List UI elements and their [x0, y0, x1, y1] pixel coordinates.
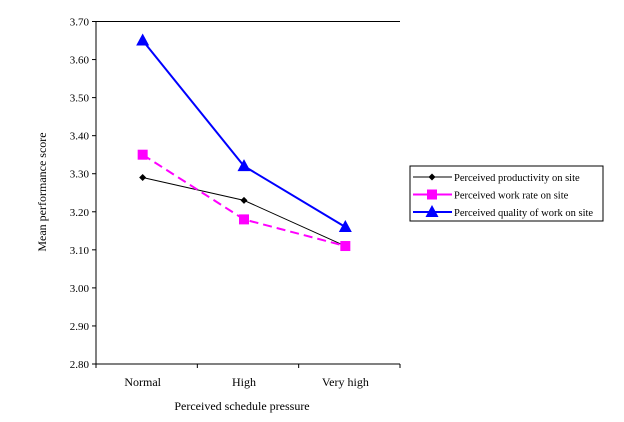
legend-marker: [425, 205, 439, 217]
y-tick-label: 2.80: [70, 359, 90, 371]
x-tick-label: Very high: [322, 375, 369, 389]
y-axis-label: Mean performance score: [35, 132, 49, 251]
x-axis-label: Perceived schedule pressure: [174, 399, 309, 413]
legend-marker: [427, 189, 437, 200]
legend: Perceived productivity on site Perceived …: [409, 165, 604, 222]
legend-label: Perceived work rate on site: [454, 191, 569, 202]
legend-label: Perceived productivity on site: [454, 173, 580, 184]
y-tick-label: 3.60: [70, 55, 90, 67]
series-line: [142, 177, 346, 247]
data-point: [340, 241, 351, 252]
y-tick-label: 3.30: [70, 169, 90, 181]
y-tick-label: 3.70: [70, 17, 90, 29]
data-point: [136, 33, 150, 46]
y-tick-label: 3.00: [70, 283, 90, 295]
y-tick-label: 3.20: [70, 207, 90, 219]
y-tick-label: 3.10: [70, 245, 90, 257]
series-0: [139, 174, 349, 250]
data-point: [237, 159, 251, 172]
data-point: [240, 196, 248, 204]
data-point: [338, 220, 352, 232]
legend-marker: [428, 173, 436, 181]
series-2: [136, 33, 352, 232]
y-tick-label: 2.90: [70, 321, 90, 333]
y-tick-label: 3.50: [70, 93, 90, 105]
y-tick-label: 3.40: [70, 131, 90, 143]
legend-label: Perceived quality of work on site: [454, 208, 593, 219]
data-point: [137, 149, 148, 160]
data-point: [139, 174, 147, 182]
x-tick-label: High: [232, 375, 256, 389]
x-tick-label: Normal: [124, 375, 161, 389]
series-1: [137, 149, 351, 252]
data-point: [239, 214, 249, 225]
